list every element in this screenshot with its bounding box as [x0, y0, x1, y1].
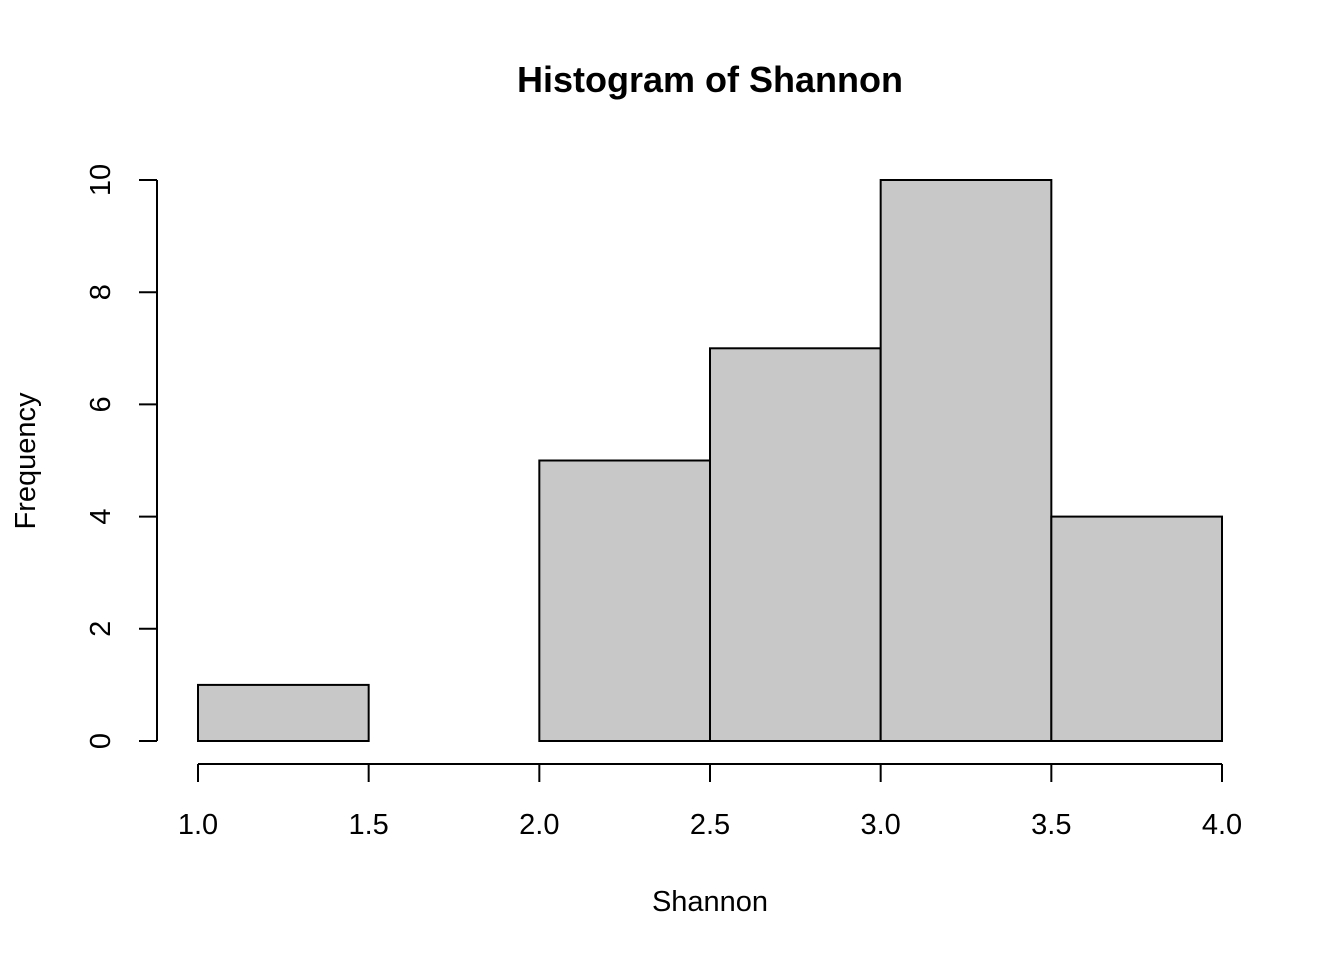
x-tick-label: 4.0 [1202, 809, 1242, 841]
histogram-bar-5 [1050, 515, 1224, 742]
x-tick-label: 1.5 [349, 809, 389, 841]
y-tick-label: 8 [85, 284, 117, 300]
histogram-bar-2 [538, 459, 711, 742]
x-axis: 1.0 1.5 2.0 2.5 3.0 3.5 4.0 [178, 763, 1242, 841]
x-tick-label: 3.5 [1031, 809, 1071, 841]
histogram-bar-3 [709, 347, 882, 742]
y-axis: 0 2 4 6 8 10 [85, 164, 158, 749]
x-tick-label: 2.5 [690, 809, 730, 841]
y-tick-label: 6 [85, 396, 117, 412]
histogram-bar-4 [879, 179, 1053, 742]
x-axis-label: Shannon [652, 886, 768, 918]
histogram-bar-0 [197, 683, 370, 743]
x-tick-label: 3.0 [861, 809, 901, 841]
y-tick-label: 2 [85, 621, 117, 637]
y-axis-label: Frequency [10, 392, 42, 530]
x-tick-label: 2.0 [519, 809, 559, 841]
y-tick-label: 0 [85, 733, 117, 749]
chart-title: Histogram of Shannon [517, 59, 903, 100]
y-tick-label: 10 [85, 164, 117, 196]
y-tick-label: 4 [85, 509, 117, 525]
x-tick-label: 1.0 [178, 809, 218, 841]
histogram-bars [197, 179, 1224, 743]
